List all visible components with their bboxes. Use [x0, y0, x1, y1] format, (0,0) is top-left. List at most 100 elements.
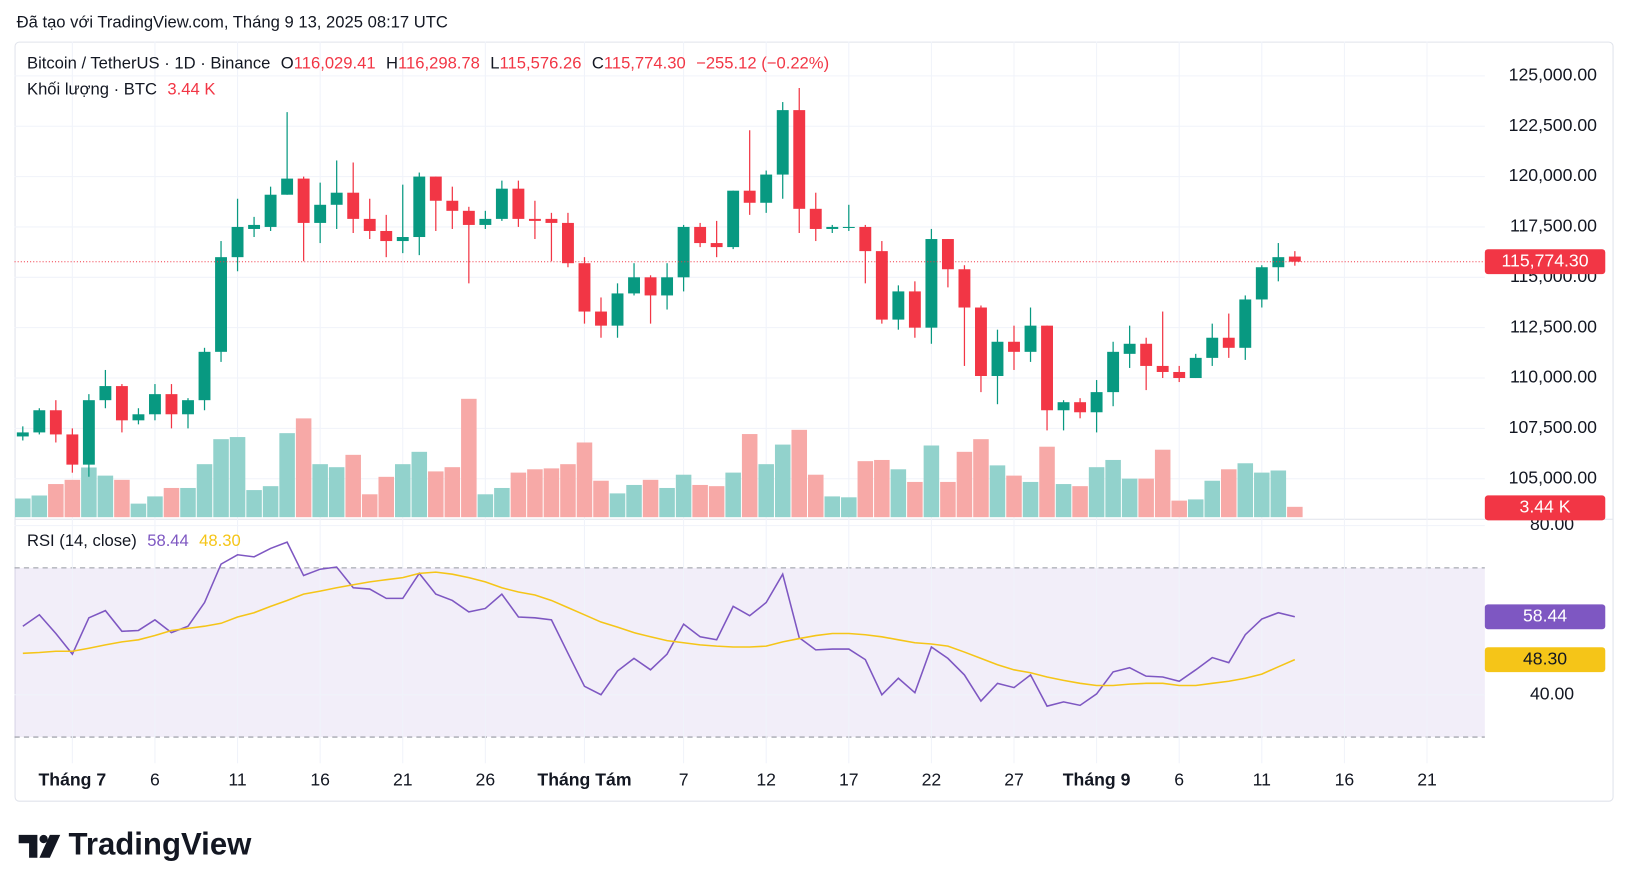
volume-bar	[196, 464, 213, 518]
y-tick-label: 105,000.00	[1509, 467, 1597, 487]
legend-key: C	[592, 54, 604, 73]
candle-body	[165, 394, 178, 415]
legend-change: −255.12 (−0.22%)	[696, 54, 829, 73]
candle-body	[396, 237, 409, 242]
candle-body	[33, 410, 46, 433]
volume-bar	[923, 445, 940, 518]
candle-body	[743, 190, 756, 203]
legend-volume-value: 3.44 K	[167, 80, 215, 99]
candle-body	[115, 386, 128, 421]
legend: RSI (14, close) 58.44 48.30	[27, 531, 241, 550]
volume-bar	[609, 493, 626, 518]
candle-body	[578, 263, 591, 312]
candle-body	[875, 251, 888, 320]
volume-bar	[890, 469, 907, 518]
legend-key: H	[386, 54, 398, 73]
candle-body	[16, 432, 29, 437]
volume-label-box	[1484, 495, 1606, 521]
rsi-value-label-box	[1484, 604, 1606, 630]
rsi-band	[14, 567, 1485, 738]
candle-body	[1140, 343, 1153, 366]
volume-bar	[543, 468, 560, 518]
candle-body	[429, 176, 442, 201]
candle-body	[231, 226, 244, 258]
volume-bar	[791, 429, 808, 518]
candle-body	[677, 226, 690, 278]
legend-value: 115,576.26	[500, 54, 582, 73]
volume-bar	[741, 434, 758, 518]
y-tick-label: 117,500.00	[1510, 216, 1597, 236]
candle-body	[842, 226, 855, 228]
candle-body	[1173, 371, 1186, 379]
volume-bar	[428, 471, 444, 518]
candle-body	[941, 239, 954, 270]
candle-body	[66, 434, 79, 465]
rsi-value-label-box	[1484, 647, 1606, 673]
volume-bar	[824, 496, 841, 518]
volume-bar	[262, 486, 279, 518]
candle-body	[545, 218, 558, 223]
volume-bar	[989, 465, 1006, 518]
candle-body	[760, 174, 773, 203]
legend: Khối lượng · BTC 3.44 K	[27, 80, 215, 99]
candle-body	[727, 190, 740, 248]
volume-bar	[857, 461, 874, 518]
logo-text: TradingView	[69, 827, 253, 862]
candle-body	[495, 188, 508, 219]
x-tick-label: 17	[839, 770, 859, 790]
candle-body	[528, 218, 541, 221]
candle-body	[281, 178, 294, 195]
volume-bar	[593, 480, 609, 518]
volume-bar	[345, 454, 361, 518]
candle-body	[347, 192, 360, 219]
candle-body	[1107, 351, 1120, 393]
candle-body	[99, 386, 112, 401]
volume-bar	[841, 497, 857, 518]
volume-bar	[1105, 459, 1121, 518]
legend-key: O	[281, 54, 294, 73]
rsi-line	[22, 571, 1296, 687]
legend-rsi-title: RSI (14, close)	[27, 531, 137, 550]
volume-bar	[807, 474, 824, 518]
y-tick-label: 122,500.00	[1509, 115, 1597, 135]
volume-bar	[725, 472, 741, 518]
volume-bar	[411, 451, 428, 518]
candle-body	[49, 410, 62, 435]
y-tick-label: 40.00	[1530, 683, 1574, 703]
rsi-line	[22, 541, 1295, 708]
legend-volume-title: Khối lượng · BTC	[27, 80, 157, 99]
volume-bar	[956, 451, 973, 518]
volume-bar	[147, 496, 163, 518]
volume-bar	[1171, 500, 1187, 518]
x-tick-label: 21	[393, 770, 413, 790]
volume-bar	[81, 467, 97, 518]
candle-body	[991, 341, 1004, 377]
candle-body	[694, 226, 707, 244]
candle-body	[1272, 257, 1285, 268]
volume-bar	[64, 479, 81, 518]
candle-body	[380, 230, 393, 242]
x-tick-label: 21	[1417, 770, 1437, 790]
candle-body	[149, 394, 161, 415]
volume-bar	[328, 467, 345, 518]
y-tick-label: 107,500.00	[1509, 417, 1597, 437]
volume-bar	[708, 486, 725, 518]
volume-bar	[774, 444, 791, 518]
rsi-value-label: 58.44	[1523, 605, 1567, 625]
candle-body	[908, 291, 921, 328]
x-tick-label: 16	[1335, 770, 1355, 790]
x-tick-label: 16	[310, 770, 330, 790]
x-tick-label: 6	[1174, 770, 1184, 790]
y-tick-label: 125,000.00	[1509, 65, 1597, 85]
x-tick-label: 7	[679, 770, 689, 790]
candle-body	[925, 239, 938, 328]
candle-body	[1156, 365, 1169, 372]
volume-bar	[15, 498, 31, 518]
volume-bar	[626, 484, 642, 518]
volume-bar	[1022, 481, 1039, 518]
candle-body	[264, 194, 277, 227]
candle-body	[512, 188, 525, 219]
volume-bar	[114, 479, 130, 518]
x-tick-label: 11	[1253, 770, 1271, 790]
